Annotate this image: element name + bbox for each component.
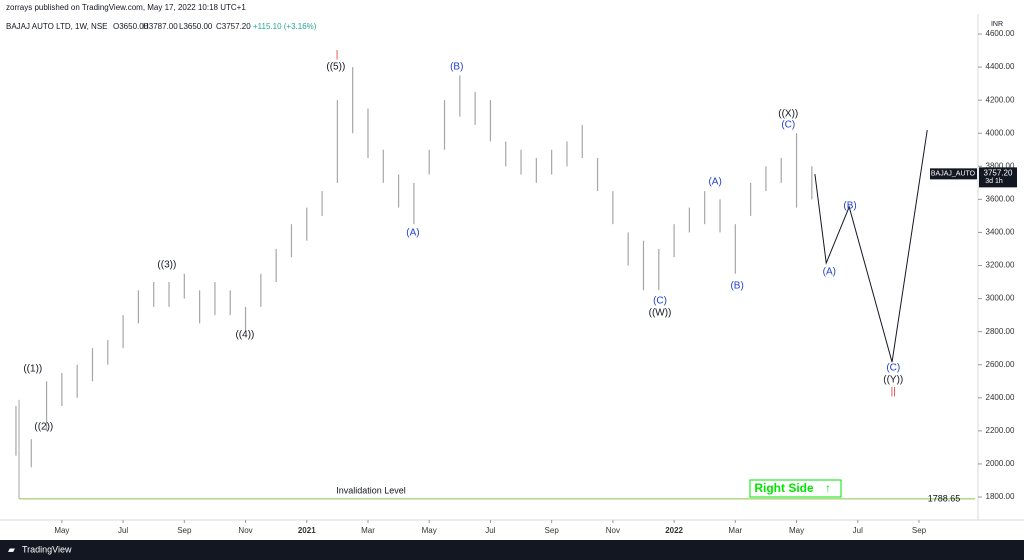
wave-label: (A)	[823, 267, 836, 278]
wave-label: ((2))	[34, 422, 53, 433]
price-tag-countdown: 3d 1h	[985, 178, 1003, 185]
y-tick-label: 3200.00	[986, 261, 1015, 270]
x-tick-label: May	[422, 526, 437, 535]
y-tick-label: 2000.00	[986, 459, 1015, 468]
y-tick-label: 2800.00	[986, 327, 1015, 336]
footer-logo: ▰	[8, 544, 15, 554]
x-tick-label: 2021	[298, 526, 316, 535]
x-tick-label: 2022	[665, 526, 683, 535]
x-tick-label: Jul	[118, 526, 128, 535]
x-tick-label: Sep	[912, 526, 927, 535]
wave-label: (B)	[843, 201, 856, 212]
x-tick-label: Mar	[728, 526, 742, 535]
x-tick-label: Nov	[606, 526, 620, 535]
currency: INR	[991, 21, 1003, 28]
price-tag-value: 3757.20	[984, 168, 1013, 177]
y-tick-label: 4400.00	[986, 62, 1015, 71]
invalidation-label: Invalidation Level	[336, 485, 406, 495]
wave-label: (C)	[781, 120, 795, 131]
y-tick-label: 3800.00	[986, 161, 1015, 170]
x-tick-label: Sep	[545, 526, 560, 535]
wave-label: (C)	[886, 363, 900, 374]
footer	[0, 540, 1024, 560]
y-tick-label: 4600.00	[986, 29, 1015, 38]
projection-line	[814, 129, 928, 363]
right-side-arrow: ↑	[825, 481, 831, 495]
x-tick-label: May	[789, 526, 804, 535]
ohlc-open: O3650.00	[113, 22, 149, 31]
publisher-line: zorrays published on TradingView.com, Ma…	[6, 3, 246, 12]
symbol-tag-label: BAJAJ_AUTO	[931, 171, 976, 178]
right-side-label: Right Side	[754, 481, 814, 495]
ohlc-low: L3650.00	[179, 22, 213, 31]
x-tick-label: May	[54, 526, 69, 535]
invalidation-value: 1788.65	[928, 493, 961, 503]
wave-label: ((X))	[778, 109, 798, 120]
right-side-box	[749, 479, 842, 498]
ohlc-close: C3757.20	[216, 22, 251, 31]
x-tick-label: Nov	[238, 526, 252, 535]
wave-label: |	[336, 50, 339, 61]
wave-label: ((Y))	[883, 375, 903, 386]
x-tick-label: Mar	[361, 526, 375, 535]
wave-label: ((1))	[23, 364, 42, 375]
symbol-tag	[930, 168, 977, 180]
x-tick-label: Sep	[177, 526, 192, 535]
footer-brand: TradingView	[22, 544, 72, 554]
price-tag	[979, 167, 1017, 188]
y-tick-label: 2200.00	[986, 426, 1015, 435]
x-tick-label: Jul	[485, 526, 495, 535]
wave-label: (C)	[653, 296, 667, 307]
y-tick-label: 3400.00	[986, 228, 1015, 237]
wave-label: ((4))	[235, 330, 254, 341]
wave-label: (A)	[708, 177, 721, 188]
y-tick-label: 2400.00	[986, 393, 1015, 402]
ohlc-high: H3787.00	[143, 22, 178, 31]
wave-label: ((W))	[649, 308, 672, 319]
y-tick-label: 4000.00	[986, 128, 1015, 137]
y-tick-label: 1800.00	[986, 492, 1015, 501]
y-tick-label: 4200.00	[986, 95, 1015, 104]
x-tick-label: Jul	[853, 526, 863, 535]
wave-label: (A)	[406, 228, 419, 239]
wave-label: (B)	[730, 281, 743, 292]
y-tick-label: 2600.00	[986, 360, 1015, 369]
symbol-name: BAJAJ AUTO LTD, 1W, NSE	[6, 22, 108, 31]
ohlc-change: +115.10 (+3.16%)	[253, 22, 317, 31]
y-tick-label: 3600.00	[986, 194, 1015, 203]
wave-label: (B)	[450, 62, 463, 73]
wave-label: ((3))	[157, 260, 176, 271]
wave-label: ((5))	[326, 62, 345, 73]
wave-label: ||	[891, 387, 896, 398]
y-tick-label: 3000.00	[986, 294, 1015, 303]
